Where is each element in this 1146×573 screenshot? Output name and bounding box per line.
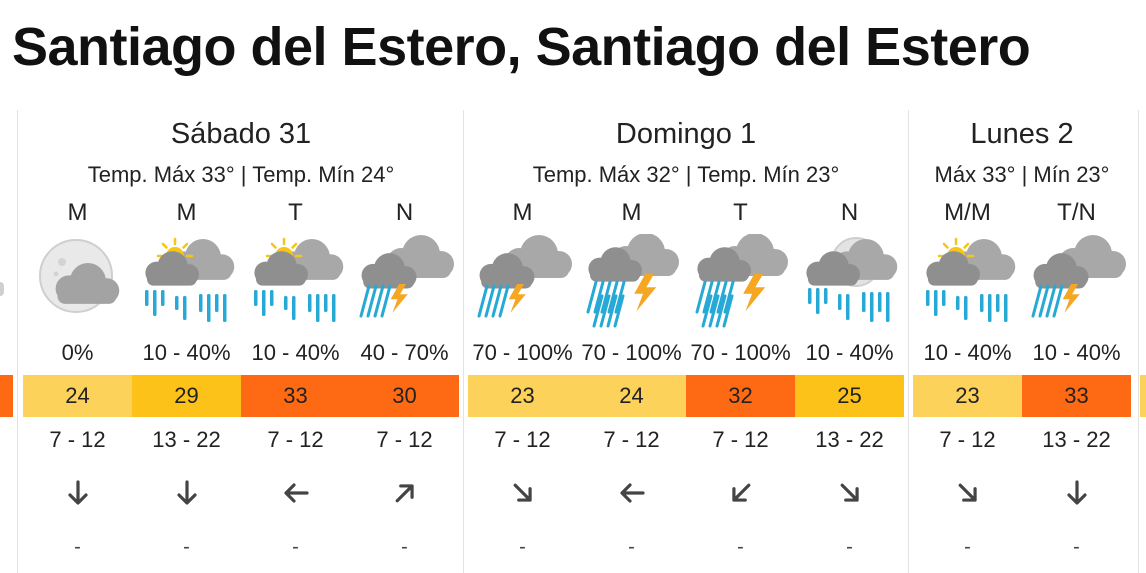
precip-probability: 70 - 100% — [472, 340, 573, 365]
gust-value: - — [74, 536, 81, 558]
arrow-left-icon — [617, 478, 647, 508]
precip-probability: 10 - 40% — [251, 340, 340, 365]
period-label: N — [395, 199, 414, 226]
period-column: T 70 - 100% 32 7 - 12 - — [686, 110, 795, 573]
gust-value: - — [964, 536, 971, 558]
period-column: M 0% 24 7 - 12 - — [23, 110, 132, 573]
period-column: M 10 - 40% 29 13 - 22 - — [132, 110, 241, 573]
precip-probability: 10 - 40% — [142, 340, 231, 365]
period-column: M 70 - 100% 23 7 - 12 - — [468, 110, 577, 573]
gust-value: - — [737, 536, 744, 558]
page-title: Santiago del Estero, Santiago del Estero — [12, 17, 1031, 77]
period-column: N 10 - 40% 25 13 - 22 - — [795, 110, 904, 573]
arrow-down-icon — [1062, 478, 1092, 508]
wind-speed: 7 - 12 — [376, 427, 433, 452]
day-name: Sábado 31 — [170, 118, 312, 150]
forecast-board: Sábado 31 Temp. Máx 33° | Temp. Mín 24° M… — [0, 110, 1146, 573]
day-column: Sábado 31 Temp. Máx 33° | Temp. Mín 24° M… — [23, 110, 459, 573]
period-label: T/N — [1057, 199, 1096, 226]
period-label: M — [67, 199, 88, 226]
day-divider — [463, 110, 464, 573]
precip-probability: 40 - 70% — [360, 340, 449, 365]
period-label: N — [840, 199, 859, 226]
day-name: Domingo 1 — [615, 118, 757, 150]
arrow-up-right-icon — [390, 478, 420, 508]
wind-speed: 13 - 22 — [815, 427, 884, 452]
wind-speed: 7 - 12 — [712, 427, 769, 452]
wind-speed: 7 - 12 — [939, 427, 996, 452]
period-label: M — [621, 199, 642, 226]
temperature-value: 25 — [795, 375, 904, 417]
arrow-down-icon — [63, 478, 93, 508]
moon-cloud-icon — [28, 234, 128, 334]
precip-probability: 0% — [61, 340, 94, 365]
period-label: T — [288, 199, 303, 226]
gust-value: - — [292, 536, 299, 558]
arrow-down-icon — [172, 478, 202, 508]
temperature-value: 24 — [23, 375, 132, 417]
wind-speed: 13 - 22 — [1042, 427, 1111, 452]
temperature-value: 23 — [913, 375, 1022, 417]
precip-probability: 70 - 100% — [581, 340, 682, 365]
period-column: T 10 - 40% 33 7 - 12 - — [241, 110, 350, 573]
temperature-value: 30 — [350, 375, 459, 417]
gust-value: - — [401, 536, 408, 558]
wind-speed: 7 - 12 — [49, 427, 106, 452]
arrow-down-right-icon — [835, 478, 865, 508]
day-temp-range: Máx 33° | Mín 23° — [934, 162, 1110, 187]
wind-speed: 7 - 12 — [494, 427, 551, 452]
wind-speed: 7 - 12 — [267, 427, 324, 452]
period-column: M 70 - 100% 24 7 - 12 - — [577, 110, 686, 573]
wind-speed: 7 - 12 — [603, 427, 660, 452]
period-label: M — [512, 199, 533, 226]
prev-day-temp-edge — [0, 375, 13, 417]
period-column: T/N 10 - 40% 33 13 - 22 - — [1022, 110, 1131, 573]
day-divider — [908, 110, 909, 573]
arrow-left-icon — [281, 478, 311, 508]
day-temp-range: Temp. Máx 32° | Temp. Mín 23° — [532, 162, 840, 187]
temperature-value: 33 — [1022, 375, 1131, 417]
gust-value: - — [846, 536, 853, 558]
cloud-storm-icon — [355, 234, 455, 334]
heavy-storm-icon — [582, 234, 682, 334]
moon-cloud-rain-icon — [800, 234, 900, 334]
cloud-storm-icon — [473, 234, 573, 334]
day-divider — [1138, 110, 1139, 573]
day-name: Lunes 2 — [970, 118, 1074, 150]
day-column: Domingo 1 Temp. Máx 32° | Temp. Mín 23° M… — [468, 110, 904, 573]
prev-day-icon-edge — [0, 282, 4, 296]
sun-cloud-rain-icon — [246, 234, 346, 334]
temperature-value: 24 — [577, 375, 686, 417]
arrow-down-right-icon — [508, 478, 538, 508]
day-column: Lunes 2 Máx 33° | Mín 23° M/M 10 - 40% 23… — [913, 110, 1131, 573]
temperature-value: 23 — [468, 375, 577, 417]
temperature-value: 32 — [686, 375, 795, 417]
gust-value: - — [183, 536, 190, 558]
cloud-storm-icon — [1027, 234, 1127, 334]
period-column: M/M 10 - 40% 23 7 - 12 - — [913, 110, 1022, 573]
sun-cloud-rain-icon — [137, 234, 237, 334]
next-day-temp-edge — [1140, 375, 1146, 417]
temperature-value: 29 — [132, 375, 241, 417]
arrow-down-right-icon — [953, 478, 983, 508]
precip-probability: 10 - 40% — [805, 340, 894, 365]
sun-cloud-rain-icon — [918, 234, 1018, 334]
heavy-storm-icon — [691, 234, 791, 334]
precip-probability: 10 - 40% — [1032, 340, 1121, 365]
day-divider — [17, 110, 18, 573]
gust-value: - — [1073, 536, 1080, 558]
period-label: T — [733, 199, 748, 226]
period-label: M — [176, 199, 197, 226]
day-temp-range: Temp. Máx 33° | Temp. Mín 24° — [87, 162, 395, 187]
precip-probability: 10 - 40% — [923, 340, 1012, 365]
arrow-down-left-icon — [726, 478, 756, 508]
gust-value: - — [628, 536, 635, 558]
period-column: N 40 - 70% 30 7 - 12 - — [350, 110, 459, 573]
wind-speed: 13 - 22 — [152, 427, 221, 452]
gust-value: - — [519, 536, 526, 558]
period-label: M/M — [944, 199, 991, 226]
precip-probability: 70 - 100% — [690, 340, 791, 365]
temperature-value: 33 — [241, 375, 350, 417]
